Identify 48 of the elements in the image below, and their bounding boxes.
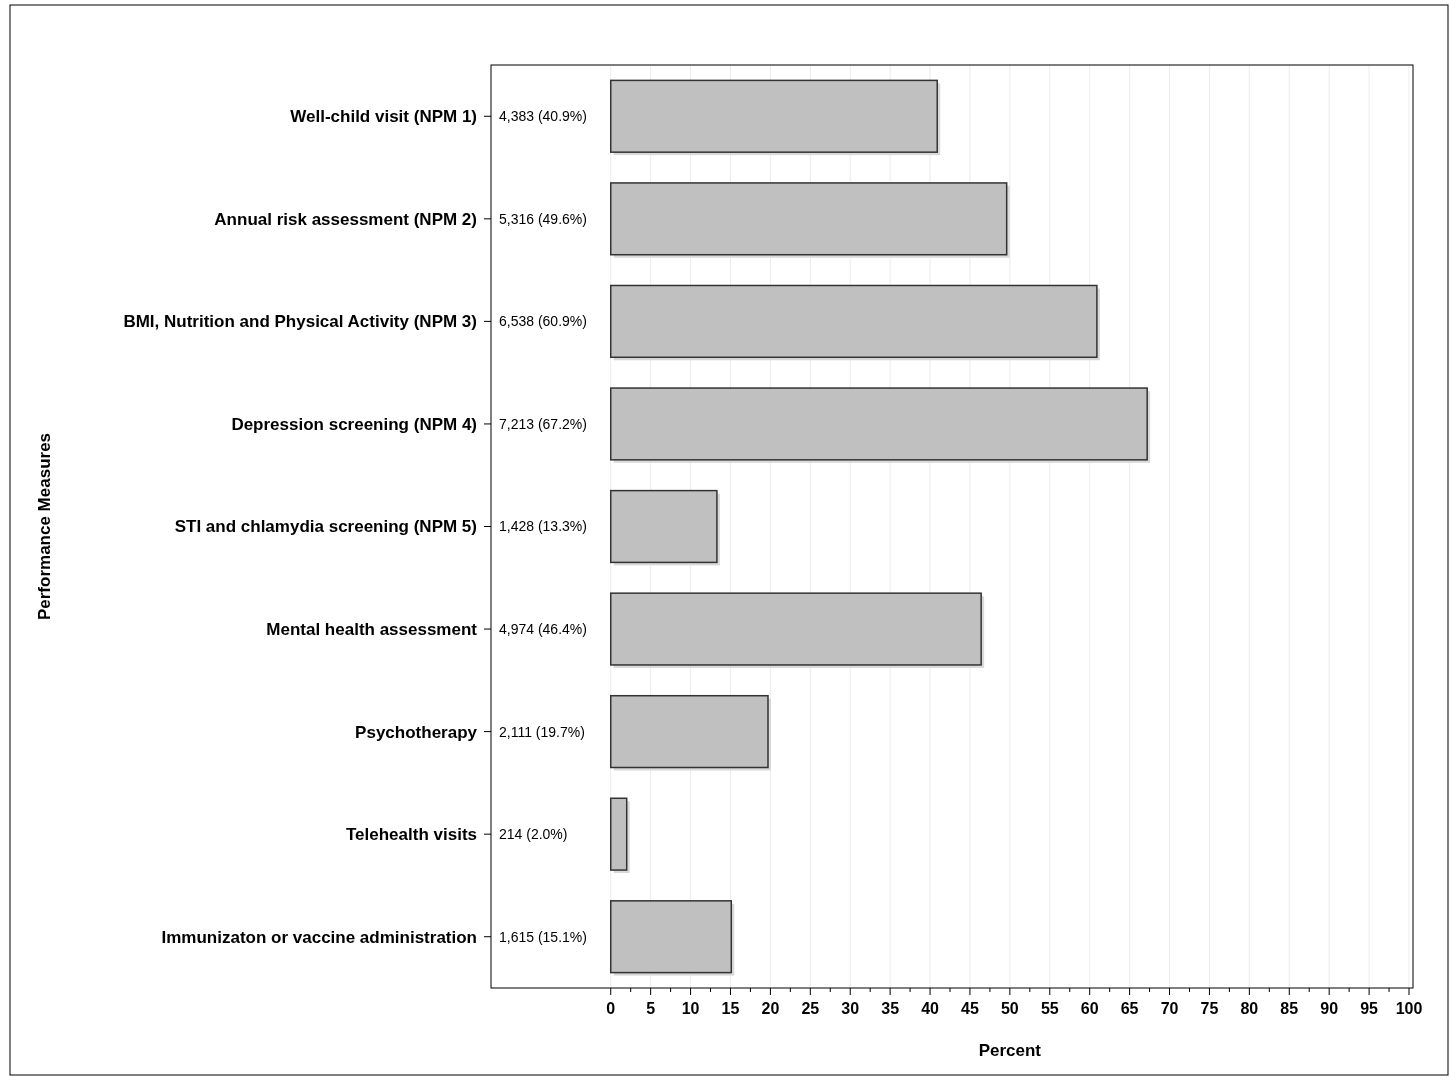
y-tick-label: Annual risk assessment (NPM 2) (214, 209, 477, 229)
x-tick-label: 40 (921, 1000, 940, 1017)
x-tick-label: 0 (606, 1000, 616, 1017)
y-tick-label: Well-child visit (NPM 1) (290, 107, 477, 127)
x-tick-label: 35 (881, 1000, 900, 1017)
x-tick-label: 65 (1120, 1000, 1139, 1017)
data-label: 2,111 (19.7%) (499, 723, 585, 740)
x-tick-label: 90 (1320, 1000, 1339, 1017)
x-tick-label: 60 (1080, 1000, 1099, 1017)
y-tick-label: BMI, Nutrition and Physical Activity (NPM 3) (123, 312, 477, 332)
x-tick-label: 70 (1160, 1000, 1179, 1017)
y-tick-label: Mental health assessment (266, 620, 478, 640)
x-tick-label: 15 (721, 1000, 740, 1017)
y-tick-label: STI and chlamydia screening (NPM 5) (174, 517, 477, 537)
x-tick-label: 45 (961, 1000, 979, 1017)
x-tick-label: 10 (681, 1000, 700, 1017)
bar (609, 182, 1008, 256)
x-tick-label: 30 (841, 1000, 860, 1017)
bar (609, 284, 1098, 359)
bar (609, 694, 769, 769)
bar (609, 797, 628, 871)
x-tick-label: 95 (1360, 1000, 1379, 1017)
x-tick-label: 5 (646, 1000, 656, 1017)
data-label: 214 (2.0%) (499, 826, 568, 843)
y-tick-label: Immunizaton or vaccine administration (161, 927, 477, 947)
x-axis-title: Percent (978, 1041, 1042, 1060)
y-tick-label: Depression screening (NPM 4) (231, 414, 477, 434)
x-tick-label: 75 (1200, 1000, 1219, 1017)
data-label: 1,428 (13.3%) (499, 518, 587, 535)
data-label: 4,383 (40.9%) (499, 108, 587, 125)
x-tick-label: 50 (1000, 1000, 1019, 1017)
x-tick-label: 25 (801, 1000, 820, 1017)
x-tick-label: 85 (1280, 1000, 1299, 1017)
bar (609, 592, 982, 666)
x-tick-label: 100 (1395, 1000, 1423, 1017)
x-tick-label: 20 (761, 1000, 780, 1017)
bar (609, 489, 718, 564)
data-label: 5,316 (49.6%) (499, 210, 587, 227)
bar (609, 900, 733, 974)
y-tick-label: Telehealth visits (345, 825, 477, 845)
data-label: 7,213 (67.2%) (499, 415, 587, 432)
x-tick-label: 55 (1040, 1000, 1059, 1017)
data-label: 1,615 (15.1%) (499, 928, 587, 945)
data-label: 4,974 (46.4%) (499, 620, 587, 637)
y-axis-title: Performance Measures (35, 432, 54, 621)
data-label: 6,538 (60.9%) (499, 313, 587, 330)
x-tick-label: 80 (1240, 1000, 1259, 1017)
y-tick-label: Psychotherapy (355, 722, 478, 742)
